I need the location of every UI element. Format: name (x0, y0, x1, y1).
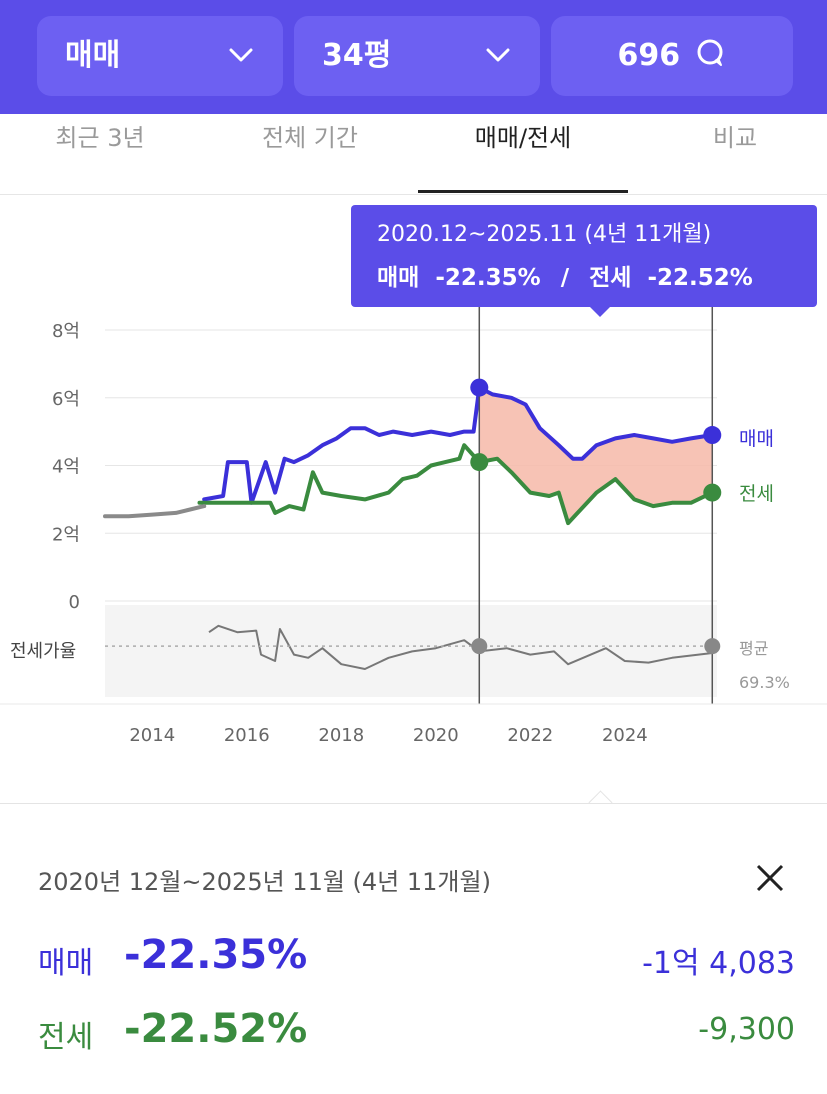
series-line-sale (202, 385, 715, 505)
tooltip-values: 매매 -22.35% / 전세 -22.52% (377, 265, 753, 291)
panel-range: 2020년 12월~2025년 11월 (4년 11개월) (38, 868, 491, 896)
type-select-label: 매매 (65, 38, 121, 73)
series-line-jeonse (197, 443, 715, 526)
top-bar: 매매 34평 696 (0, 0, 827, 114)
sale-series-label: 매매 (739, 428, 774, 450)
ratio-end-dot (704, 638, 721, 655)
y-tick-label: 2억 (52, 524, 80, 545)
panel-sale-label: 매매 (38, 946, 94, 981)
comment-count: 696 (617, 38, 681, 73)
x-tick-label: 2024 (602, 725, 648, 746)
size-select-label: 34평 (322, 38, 392, 73)
x-tick-label: 2020 (413, 725, 459, 746)
x-tick-label: 2022 (507, 725, 553, 746)
x-tick-label: 2016 (224, 725, 270, 746)
panel-sale-amount: -1억 4,083 (642, 946, 795, 981)
difference-fill (479, 387, 713, 524)
series-lines (103, 385, 715, 526)
x-axis-ticks: 2014 2016 2018 2020 2022 2024 (129, 725, 647, 746)
x-tick-label: 2018 (318, 725, 364, 746)
jeonse-series-label: 전세 (739, 483, 774, 505)
ratio-chart (105, 624, 717, 670)
tooltip-box (351, 205, 817, 307)
sale-start-dot (470, 378, 489, 397)
tooltip-jeonse-label: 전세 (589, 265, 631, 291)
ratio-start-dot (471, 638, 488, 655)
range-markers (470, 307, 722, 704)
x-tick-label: 2014 (129, 725, 175, 746)
tooltip-sale-label: 매매 (377, 265, 419, 291)
y-tick-label: 8억 (52, 321, 80, 342)
chevron-down-icon (229, 48, 253, 62)
panel-jeonse-label: 전세 (38, 1020, 94, 1055)
y-axis-ticks: 0 2억 4억 6억 8억 (52, 321, 80, 613)
tooltip-divider: / (561, 265, 570, 291)
series-line-history (103, 504, 207, 519)
ratio-line (208, 624, 713, 670)
sale-end-dot (703, 426, 722, 445)
panel-jeonse-amount: -9,300 (698, 1012, 795, 1047)
tab-recent-3y[interactable]: 최근 3년 (55, 124, 145, 152)
y-tick-label: 4억 (52, 457, 80, 478)
tooltip-jeonse-pct: -22.52% (647, 265, 752, 291)
tab-compare[interactable]: 비교 (712, 124, 758, 152)
active-tab-indicator (418, 190, 628, 193)
size-select[interactable]: 34평 (294, 16, 540, 96)
tooltip-pointer (590, 307, 610, 317)
price-chart[interactable]: 0 2억 4억 6억 8억 2014 2016 2018 2020 2022 2024 매매 전세… (0, 195, 827, 795)
y-tick-label: 0 (69, 592, 80, 613)
close-icon[interactable] (752, 860, 788, 896)
ratio-average-label: 평균 (739, 639, 768, 658)
ratio-average-value: 69.3% (739, 673, 790, 692)
chevron-down-icon (486, 48, 510, 62)
y-tick-label: 6억 (52, 389, 80, 410)
ratio-label: 전세가율 (10, 641, 76, 662)
panel-jeonse-pct: -22.52% (124, 1006, 308, 1052)
period-tabs: 최근 3년 전체 기간 매매/전세 비교 (0, 114, 827, 195)
panel-sale-pct: -22.35% (124, 932, 308, 978)
tooltip-sale-pct: -22.35% (435, 265, 540, 291)
tooltip-range: 2020.12~2025.11 (4년 11개월) (377, 222, 711, 247)
chat-bubble-icon (697, 39, 723, 66)
tab-sale-jeonse[interactable]: 매매/전세 (474, 124, 572, 152)
tab-all-period[interactable]: 전체 기간 (262, 124, 358, 152)
jeonse-end-dot (703, 483, 722, 502)
comment-button[interactable]: 696 (551, 16, 793, 96)
jeonse-start-dot (470, 453, 489, 472)
summary-panel: 2020년 12월~2025년 11월 (4년 11개월) 매매 -22.35%… (0, 803, 827, 1094)
type-select[interactable]: 매매 (37, 16, 283, 96)
range-tooltip: 2020.12~2025.11 (4년 11개월) 매매 -22.35% / 전… (351, 205, 817, 317)
